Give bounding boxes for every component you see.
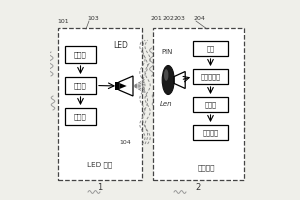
- Text: 通信接口: 通信接口: [202, 129, 218, 136]
- Bar: [58, 28, 142, 180]
- Bar: [65, 46, 96, 63]
- Text: 101: 101: [57, 19, 69, 24]
- Text: 驱动器: 驱动器: [74, 82, 87, 89]
- Bar: [193, 69, 228, 84]
- Bar: [65, 108, 96, 125]
- Bar: [65, 77, 96, 94]
- Bar: [153, 28, 244, 180]
- Ellipse shape: [164, 69, 168, 81]
- Text: 202: 202: [162, 16, 174, 21]
- Text: 蓄电池: 蓄电池: [74, 51, 87, 58]
- Bar: [116, 82, 119, 90]
- Text: 2: 2: [196, 183, 201, 192]
- Text: 103: 103: [87, 16, 99, 21]
- Text: 104: 104: [119, 140, 131, 145]
- Text: 编码器: 编码器: [74, 113, 87, 120]
- Text: 201: 201: [151, 16, 162, 21]
- Text: 203: 203: [174, 16, 185, 21]
- Text: 放大滤波器: 放大滤波器: [200, 73, 220, 80]
- Text: 解码器: 解码器: [205, 101, 217, 108]
- Text: 接收探头: 接收探头: [198, 164, 215, 171]
- Text: 1: 1: [98, 183, 103, 192]
- Text: LED 矿灯: LED 矿灯: [87, 161, 112, 168]
- Text: Len: Len: [159, 101, 172, 107]
- Polygon shape: [119, 76, 133, 96]
- Bar: [193, 97, 228, 112]
- Bar: [193, 41, 228, 56]
- Text: LED: LED: [113, 41, 128, 50]
- Text: 电源: 电源: [206, 45, 214, 52]
- Polygon shape: [119, 83, 127, 89]
- Ellipse shape: [162, 66, 174, 95]
- Polygon shape: [174, 72, 185, 88]
- Text: 204: 204: [194, 16, 206, 21]
- Text: PIN: PIN: [162, 49, 173, 55]
- Bar: [193, 125, 228, 140]
